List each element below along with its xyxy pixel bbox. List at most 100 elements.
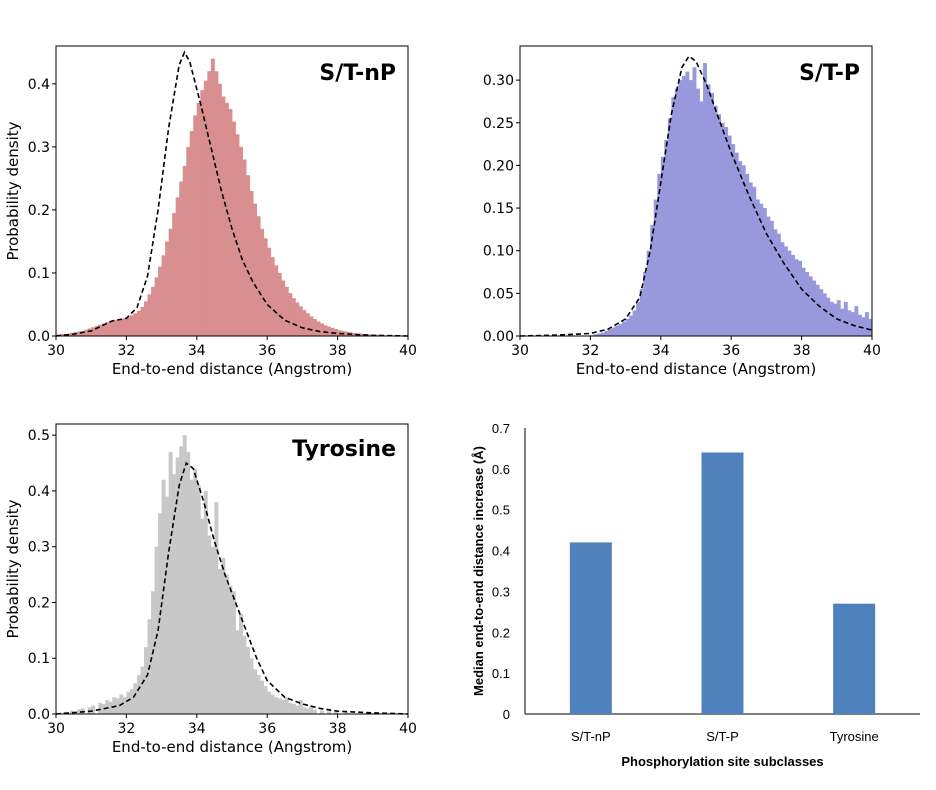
histogram-bar [344, 331, 349, 336]
histogram-bar [808, 276, 813, 336]
histogram-bar [766, 216, 771, 336]
histogram-bar [812, 280, 817, 336]
histogram-bar [186, 146, 191, 336]
bar [701, 452, 744, 714]
histogram-bar [805, 272, 810, 336]
histogram-bar [158, 266, 162, 336]
histogram-bar [87, 328, 92, 336]
histogram-bar [815, 284, 820, 336]
histogram-bar [91, 327, 96, 336]
histogram-bar [334, 711, 338, 714]
histogram-bar [320, 710, 324, 714]
histogram-bar [798, 260, 802, 336]
histogram-bar [136, 310, 141, 336]
x-axis-label: End-to-end distance (Angstrom) [576, 360, 816, 378]
y-tick-label: 0 [503, 707, 510, 722]
bar-chart-panel: 0 0.1 0.2 0.3 0.4 0.5 0.6 0.7 S/T-nP S/T-P Tyrosin… [471, 421, 920, 769]
histogram-bar [741, 165, 746, 336]
histogram-bar [291, 298, 296, 336]
bar [569, 542, 612, 714]
histogram-bar [277, 272, 282, 336]
histogram-bar [246, 175, 250, 336]
histogram-bar [295, 705, 300, 714]
histogram-bar [660, 156, 665, 336]
y-tick-label: 0.1 [28, 651, 50, 667]
histogram-bar [274, 265, 279, 336]
histogram-bar [284, 697, 289, 714]
histogram-bar [593, 334, 598, 336]
histogram-bar [217, 83, 222, 337]
x-tick-label: Tyrosine [830, 729, 879, 744]
histogram-bar [186, 451, 191, 714]
histogram-bar [207, 535, 212, 714]
histogram-bar [196, 485, 201, 714]
x-tick-label: S/T-nP [571, 729, 611, 744]
histogram-bar [847, 310, 852, 336]
histogram-bar [168, 451, 173, 714]
x-axis-label: End-to-end distance (Angstrom) [112, 360, 352, 378]
histogram-bar [140, 666, 145, 714]
x-tick-label: S/T-P [706, 729, 739, 744]
histogram-bar [667, 118, 672, 336]
histogram-bar [836, 300, 841, 336]
panel-title: S/T-P [799, 61, 860, 86]
histogram-bar [829, 301, 834, 336]
histogram-bar [664, 139, 669, 336]
y-tick-label: 0.5 [28, 428, 50, 444]
histogram-bar [246, 647, 250, 714]
histogram-bar [759, 203, 764, 336]
histogram-bar [172, 213, 177, 336]
histogram-bar [154, 546, 159, 714]
histogram-bar [144, 301, 148, 336]
x-tick-label: 36 [258, 721, 276, 737]
histogram-bar [295, 302, 300, 336]
histogram-bar [801, 267, 806, 336]
y-axis-label: Probability density [4, 499, 22, 638]
histogram-bar [193, 468, 198, 714]
histogram-bar [822, 293, 827, 336]
histogram-bar [196, 102, 201, 336]
histogram-bar [727, 135, 732, 336]
x-tick-label: 38 [329, 343, 347, 359]
histogram-bar [302, 707, 307, 714]
y-tick-label: 0.1 [492, 666, 510, 681]
histogram-bar [843, 301, 848, 336]
plot-frame [55, 45, 409, 337]
histogram-bar [133, 313, 138, 336]
histogram-bar [239, 146, 243, 336]
histogram-bar [232, 121, 236, 336]
histogram-bar [784, 246, 788, 336]
panel-title: S/T-nP [319, 61, 396, 86]
histogram-bar [84, 329, 89, 336]
histogram-bar [235, 134, 240, 336]
histogram-bar [277, 698, 282, 714]
histogram-bar [611, 327, 616, 336]
histogram-bar [94, 325, 99, 336]
y-tick-label: 0.20 [483, 158, 514, 174]
histogram-bar [752, 186, 757, 336]
histogram-bar [618, 324, 623, 336]
x-tick-label: 32 [581, 343, 599, 359]
histogram-bar [717, 114, 722, 336]
histogram-bar [217, 569, 222, 714]
x-tick-label: 32 [117, 721, 135, 737]
y-tick-label: 0.00 [483, 329, 514, 345]
histogram-bar [256, 216, 261, 336]
histogram-bar [288, 293, 293, 336]
y-tick-label: 0.3 [492, 584, 510, 599]
histogram-bar [734, 152, 739, 336]
plot-frame [55, 423, 409, 715]
histogram-bar [140, 307, 145, 336]
histogram-bar [312, 318, 317, 336]
histogram-bar [376, 334, 381, 336]
histogram-bar [260, 680, 265, 714]
histogram-bar [126, 317, 131, 336]
histogram-bar [745, 173, 750, 336]
histogram-bar [203, 490, 208, 714]
histogram-bar [330, 327, 335, 336]
histogram-bar [653, 199, 658, 336]
histogram-bar [861, 317, 866, 336]
plot-frame [519, 45, 873, 337]
x-tick-label: 40 [863, 343, 881, 359]
y-tick-label: 0.7 [492, 421, 510, 436]
